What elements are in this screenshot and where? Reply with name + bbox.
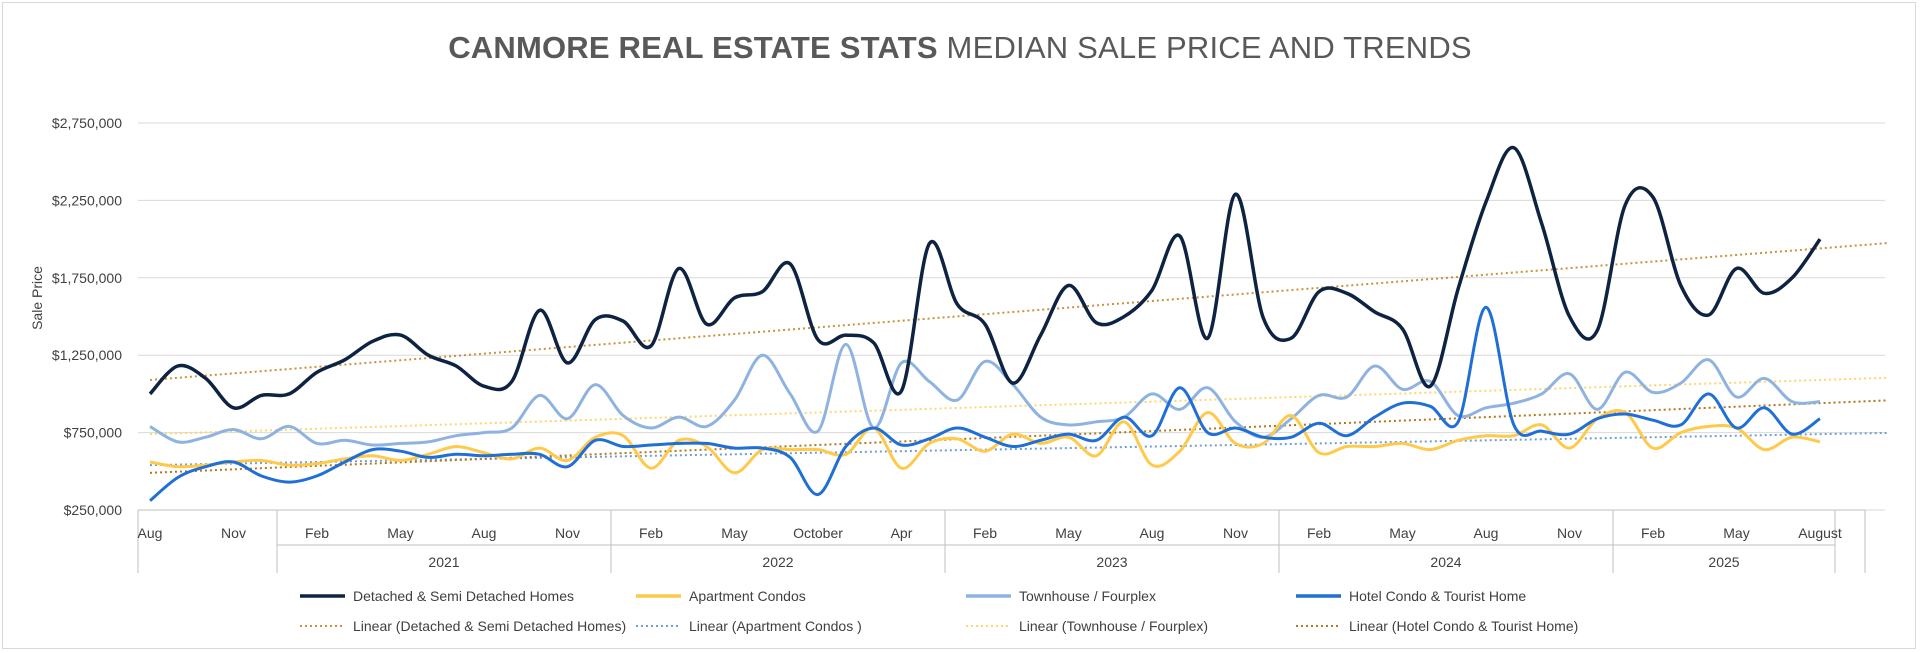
x-tick-label: Feb <box>639 525 663 541</box>
x-tick-label: Apr <box>891 525 913 541</box>
x-tick-label: May <box>1723 525 1749 541</box>
y-tick-label: $2,750,000 <box>52 115 122 131</box>
legend-label: Linear (Detached & Semi Detached Homes) <box>353 618 626 634</box>
series-line <box>149 409 1821 475</box>
x-year-label: 2022 <box>762 554 793 570</box>
x-tick-label: Nov <box>555 525 580 541</box>
chart-title-bold: CANMORE REAL ESTATE STATS <box>448 30 938 65</box>
legend-label: Linear (Apartment Condos ) <box>689 618 862 634</box>
x-tick-label: Aug <box>1474 525 1499 541</box>
trendline <box>149 242 1889 381</box>
x-tick-label: Feb <box>305 525 329 541</box>
x-tick-label: May <box>721 525 747 541</box>
x-tick-label: October <box>793 525 843 541</box>
y-tick-label: $750,000 <box>64 425 123 441</box>
series-line <box>149 305 1821 502</box>
x-tick-label: Nov <box>1223 525 1248 541</box>
x-tick-label: Aug <box>1140 525 1165 541</box>
x-year-label: 2025 <box>1708 554 1739 570</box>
x-tick-label: Nov <box>1557 525 1582 541</box>
x-tick-label: August <box>1798 525 1842 541</box>
legend-label: Apartment Condos <box>689 588 806 604</box>
trendline <box>149 376 1889 436</box>
chart-title-rest: MEDIAN SALE PRICE AND TRENDS <box>946 30 1472 65</box>
y-tick-label: $2,250,000 <box>52 192 122 208</box>
x-tick-label: May <box>1055 525 1081 541</box>
x-year-label: 2024 <box>1430 554 1461 570</box>
x-tick-label: Feb <box>1641 525 1665 541</box>
x-year-label: 2021 <box>428 554 459 570</box>
x-tick-label: Nov <box>221 525 246 541</box>
x-tick-label: Aug <box>138 525 163 541</box>
x-tick-label: Aug <box>472 525 497 541</box>
x-tick-label: Feb <box>973 525 997 541</box>
x-tick-label: May <box>387 525 413 541</box>
series-line <box>148 146 1822 410</box>
legend-label: Hotel Condo & Tourist Home <box>1349 588 1526 604</box>
x-tick-label: May <box>1389 525 1415 541</box>
y-tick-label: $1,750,000 <box>52 270 122 286</box>
chart-title: CANMORE REAL ESTATE STATS MEDIAN SALE PR… <box>0 30 1920 66</box>
y-axis-label: Sale Price <box>29 266 45 330</box>
x-year-label: 2023 <box>1096 554 1127 570</box>
legend-label: Linear (Townhouse / Fourplex) <box>1019 618 1208 634</box>
trendline <box>149 399 1889 474</box>
legend-label: Detached & Semi Detached Homes <box>353 588 574 604</box>
legend-label: Townhouse / Fourplex <box>1019 588 1156 604</box>
y-tick-label: $250,000 <box>64 502 123 518</box>
legend-label: Linear (Hotel Condo & Tourist Home) <box>1349 618 1578 634</box>
series-line <box>149 342 1821 447</box>
x-tick-label: Feb <box>1307 525 1331 541</box>
y-tick-label: $1,250,000 <box>52 347 122 363</box>
